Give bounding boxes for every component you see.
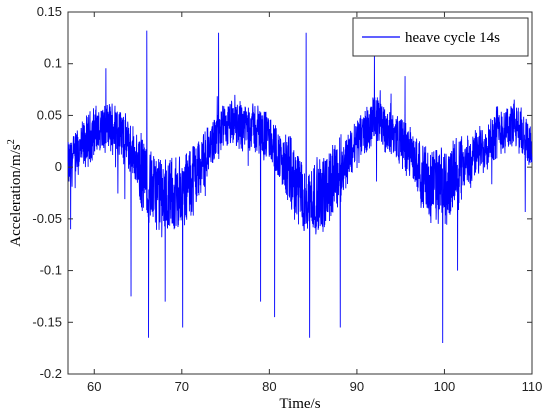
x-tick-label: 100: [434, 379, 456, 394]
legend-label: heave cycle 14s: [405, 30, 500, 46]
y-tick-label: 0.05: [37, 107, 62, 122]
y-tick-label: -0.2: [40, 366, 62, 381]
y-axis-title-main: Acceleration/m/s: [8, 144, 24, 247]
x-axis-title: Time/s: [279, 396, 320, 412]
y-axis-title-superscript: 2: [6, 139, 17, 144]
y-tick-label: 0: [55, 159, 62, 174]
y-tick-label: 0.15: [37, 4, 62, 19]
x-axis-ticks: 60 70 80 90 100 110: [87, 12, 542, 394]
x-tick-label: 60: [87, 379, 101, 394]
x-tick-label: 80: [262, 379, 276, 394]
series-line-heave-cycle: [67, 30, 533, 343]
y-axis-title: Acceleration/m/s2: [6, 139, 24, 246]
y-axis-ticks: -0.2 -0.15 -0.1 -0.05 0 0.05 0.1 0.15: [32, 4, 532, 381]
legend: heave cycle 14s: [352, 17, 529, 57]
y-tick-label: 0.1: [44, 56, 62, 71]
y-tick-label: -0.05: [32, 211, 62, 226]
y-tick-label: -0.15: [32, 314, 62, 329]
x-tick-label: 70: [175, 379, 189, 394]
series-layer: [67, 30, 533, 343]
y-tick-label: -0.1: [40, 263, 62, 278]
x-tick-label: 110: [522, 379, 543, 394]
x-tick-label: 90: [350, 379, 364, 394]
